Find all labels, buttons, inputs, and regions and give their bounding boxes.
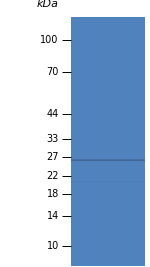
Text: 44: 44 xyxy=(46,109,59,119)
Text: kDa: kDa xyxy=(37,0,59,9)
Text: 14: 14 xyxy=(46,211,59,221)
Text: 70: 70 xyxy=(46,67,59,77)
Text: 27: 27 xyxy=(46,152,59,162)
Text: 10: 10 xyxy=(46,241,59,251)
Text: 18: 18 xyxy=(46,189,59,199)
Text: 33: 33 xyxy=(46,134,59,144)
Text: 100: 100 xyxy=(40,35,59,45)
Text: 22: 22 xyxy=(46,171,59,181)
